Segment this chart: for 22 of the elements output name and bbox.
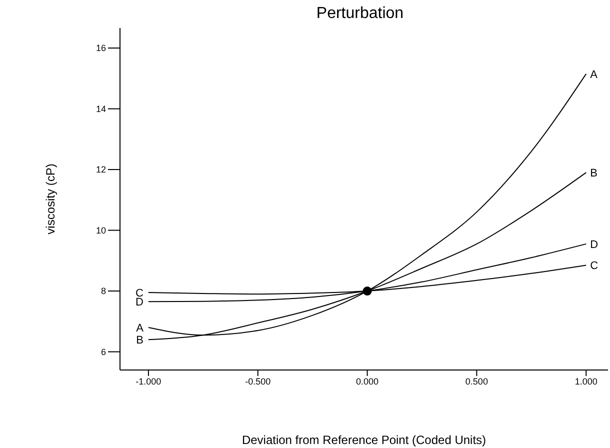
text: D — [135, 296, 144, 309]
series-label: A — [590, 68, 598, 81]
y-axis-title: viscosity (cP) — [43, 164, 58, 234]
x-tick-label: 1.000 — [574, 376, 598, 386]
y-tick-label: 8 — [100, 286, 106, 296]
series-label: D — [590, 238, 598, 251]
y-tick-label: 10 — [96, 225, 106, 236]
series-label: B — [590, 168, 598, 180]
x-tick-label: 0.000 — [356, 376, 379, 386]
series-label: C — [590, 260, 598, 272]
y-tick-label: 16 — [96, 43, 106, 54]
x-tick-label: 0.500 — [465, 376, 488, 386]
text: B — [136, 334, 144, 347]
x-tick-label: -1.000 — [136, 376, 162, 386]
y-tick-label: 12 — [96, 164, 106, 175]
x-axis-title: Deviation from Reference Point (Coded Units) — [242, 433, 486, 447]
text: A — [136, 322, 144, 334]
line-series — [148, 73, 587, 336]
chart-title: Perturbation — [316, 5, 404, 22]
x-tick-label: -0.500 — [245, 376, 271, 386]
y-tick-label: 6 — [100, 346, 106, 357]
y-tick-label: 14 — [96, 104, 106, 114]
